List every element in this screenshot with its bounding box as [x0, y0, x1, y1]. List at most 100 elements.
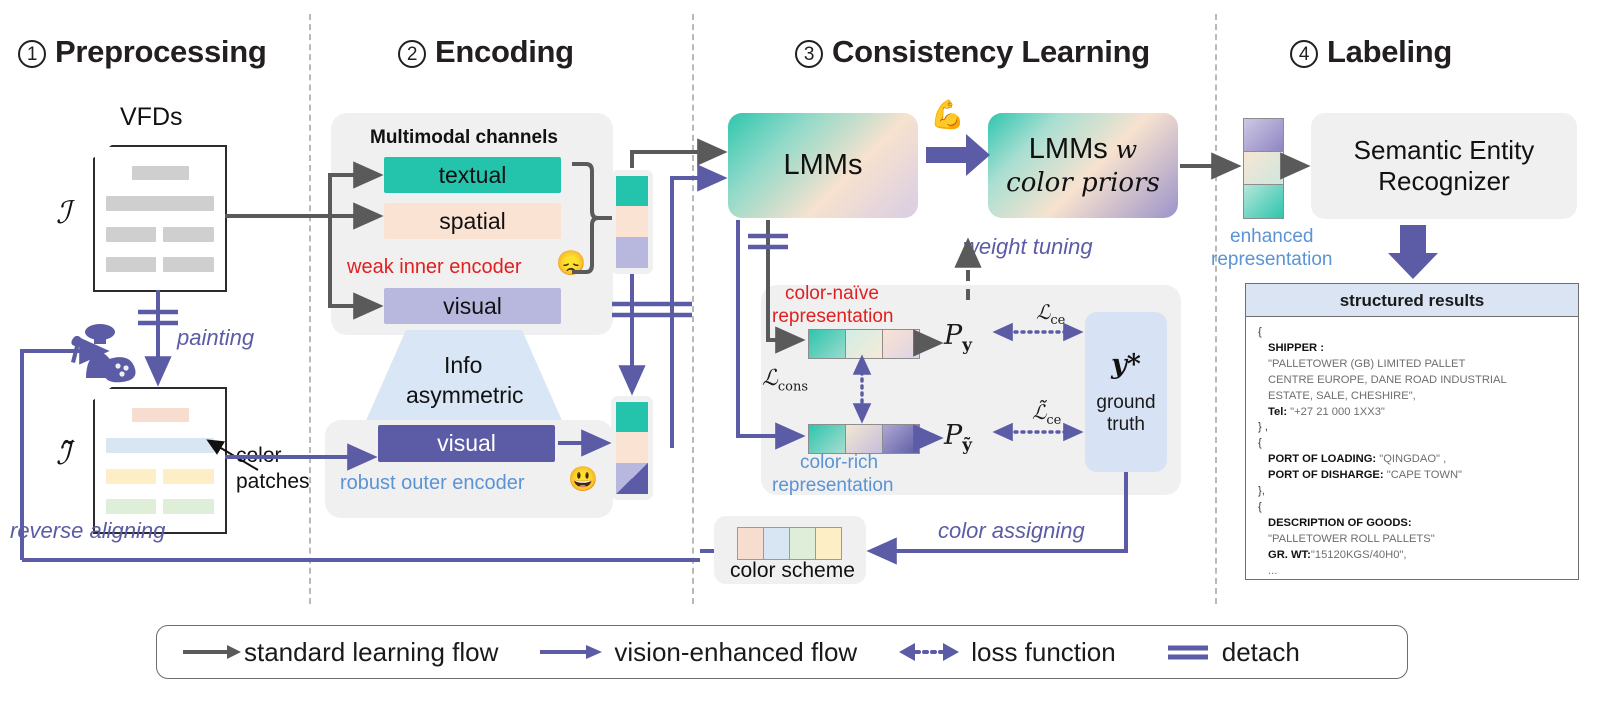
color-rich-label-line2: representation — [772, 475, 894, 496]
stage-label: Labeling — [1327, 34, 1453, 69]
token-textual — [616, 176, 648, 206]
input-document — [93, 145, 227, 292]
recognizer-line2: Recognizer — [1378, 166, 1510, 196]
p-symbol: P — [944, 420, 963, 451]
vfds-title: VFDs — [120, 103, 183, 131]
detach-bars-icon — [1167, 645, 1208, 660]
lmms-box: LMMs — [728, 113, 918, 218]
painting-label: painting — [177, 325, 255, 350]
token-textual — [616, 402, 648, 432]
json-line: "PALLETOWER ROLL PALLETS" — [1268, 532, 1435, 545]
legend-item-vision-enhanced-flow: vision-enhanced flow — [540, 637, 857, 668]
stage-title-consistency-learning: 3 Consistency Learning — [795, 34, 1150, 70]
legend-label: vision-enhanced flow — [614, 636, 858, 667]
color-naive-representation — [808, 329, 920, 359]
disappointed-face-icon: 😞 — [556, 250, 586, 277]
p-y-tilde-label: Pỹ — [944, 420, 972, 455]
json-line: SHIPPER : — [1268, 341, 1324, 354]
loss-subscript: ce — [1050, 313, 1066, 328]
ground-truth-line1: ground — [1096, 391, 1156, 413]
ground-truth-box: y* ground truth — [1085, 312, 1167, 472]
color-assigning-label: color assigning — [938, 518, 1085, 543]
rep-cell — [846, 330, 883, 358]
json-line: ... — [1268, 564, 1278, 577]
painted-document — [93, 387, 227, 534]
loss-symbol: ℒ — [762, 366, 778, 391]
json-line: { — [1258, 437, 1262, 450]
doc-line — [106, 227, 156, 242]
json-line: } , — [1258, 421, 1268, 434]
channel-label: visual — [437, 430, 496, 456]
legend-box: standard learning flow vision-enhanced f… — [156, 625, 1408, 679]
channel-label: textual — [438, 161, 507, 188]
doc-color-patch — [163, 469, 214, 484]
token-spatial — [616, 206, 648, 237]
legend-label: detach — [1221, 636, 1300, 667]
stage-title-preprocessing: 1 Preprocessing — [18, 34, 267, 70]
enhanced-token-stack — [1243, 118, 1284, 219]
doc-line — [132, 166, 189, 180]
semantic-entity-recognizer-box: Semantic Entity Recognizer — [1311, 113, 1577, 219]
p-y-label: Py — [944, 320, 972, 355]
multimodal-channels-title: Multimodal channels — [370, 127, 558, 148]
enhanced-representation-line1: enhanced — [1230, 226, 1314, 247]
double-dotted-arrow-icon — [899, 643, 960, 661]
rep-cell — [846, 425, 883, 453]
token-stack-enhanced — [611, 396, 653, 500]
swatch — [790, 528, 816, 559]
color-naive-label-line1: color-naïve — [785, 283, 879, 304]
swatch — [764, 528, 790, 559]
json-line: ESTATE, SALE, CHESHIRE", — [1268, 389, 1416, 402]
stage-divider-1 — [309, 14, 311, 604]
color-scheme-label: color scheme — [730, 559, 855, 582]
swatch — [816, 528, 841, 559]
channel-visual-inner: visual — [384, 288, 561, 324]
json-line: { — [1258, 500, 1262, 513]
color-patches-label-line1: color — [236, 444, 282, 467]
structured-results-json: {SHIPPER : "PALLETOWER (GB) LIMITED PALLE… — [1258, 325, 1570, 580]
json-line: Tel: "+27 21 000 1XX3" — [1268, 405, 1385, 418]
color-patches-label-line2: patches — [236, 470, 310, 493]
swatch — [738, 528, 764, 559]
token-cell — [1244, 152, 1283, 185]
ground-truth-symbol: y* — [1111, 348, 1141, 380]
loss-subscript: cons — [777, 379, 809, 395]
legend-label: standard learning flow — [244, 636, 499, 667]
doc-color-patch — [132, 408, 189, 422]
lmms-color-priors-box: LMMs w color priors — [988, 113, 1178, 218]
stage-divider-3 — [1215, 14, 1217, 604]
doc-color-patch — [106, 438, 214, 453]
loss-subscript: ce — [1046, 413, 1062, 428]
ground-truth-line2: truth — [1106, 413, 1146, 435]
stage-divider-2 — [692, 14, 694, 604]
input-symbol-I: ℐ — [56, 195, 71, 231]
token-cell — [1244, 185, 1283, 218]
structured-results-box — [1245, 316, 1579, 580]
doc-color-patch — [163, 499, 214, 514]
gray-arrow-icon — [183, 645, 241, 659]
lmms-w-symbol: w — [1115, 135, 1138, 164]
rep-cell — [883, 425, 919, 453]
loss-cons-label: ℒcons — [762, 366, 808, 394]
loss-symbol: ℒ — [1036, 300, 1051, 324]
doc-line — [106, 196, 214, 211]
json-line: PORT OF LOADING: "QINGDAO" , — [1268, 453, 1447, 466]
structured-results-title: structured results — [1339, 290, 1485, 310]
channel-label: spatial — [439, 207, 506, 234]
lmms-label: LMMs — [783, 149, 863, 181]
stage-number: 4 — [1290, 40, 1318, 68]
stage-number: 3 — [795, 40, 823, 68]
loss-ce-tilde-label: ℒ̃ce — [1032, 400, 1061, 428]
rep-cell — [883, 330, 919, 358]
json-line: DESCRIPTION OF GOODS: — [1268, 516, 1412, 529]
json-line: GR. WT:"15120KGS/40H0", — [1268, 548, 1407, 561]
json-line: CENTRE EUROPE, DANE ROAD INDUSTRIAL — [1268, 373, 1507, 386]
reverse-aligning-label: reverse aligning — [10, 518, 166, 543]
doc-line — [106, 257, 156, 272]
color-rich-representation — [808, 424, 920, 454]
doc-line — [163, 257, 214, 272]
loss-symbol: ℒ̃ — [1032, 400, 1047, 424]
grinning-face-icon: 😃 — [568, 466, 598, 493]
token-stack-multimodal — [611, 170, 653, 274]
p-subscript: y — [962, 335, 973, 356]
